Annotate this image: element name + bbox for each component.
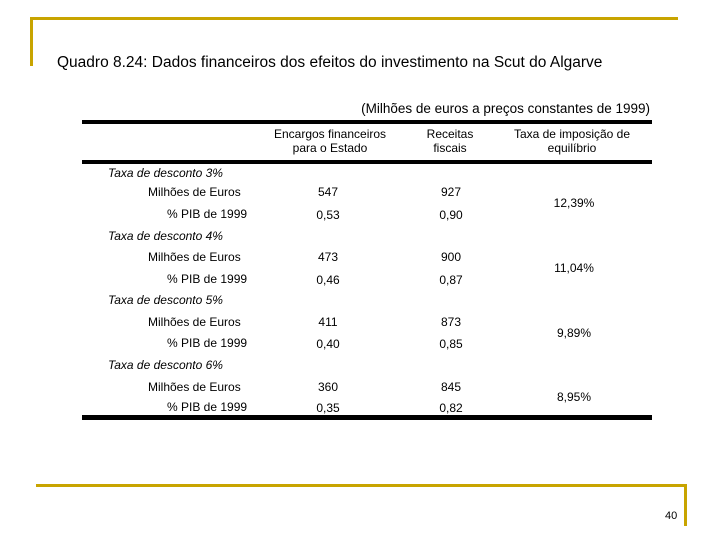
receitas-value: 873 xyxy=(440,315,462,329)
encargos-value: 0,53 xyxy=(316,208,340,222)
encargos-value: 411 xyxy=(318,315,338,329)
header-encargos-line2: para o Estado xyxy=(292,141,368,155)
table-bottom-rule xyxy=(82,415,652,420)
receitas-value: 0,90 xyxy=(439,208,463,222)
bottom-accent-line xyxy=(36,484,684,487)
header-taxa-line1: Taxa de imposição de xyxy=(513,127,631,141)
encargos-value: 473 xyxy=(317,250,339,264)
top-accent-line xyxy=(30,17,678,20)
taxa-value: 11,04% xyxy=(554,261,594,275)
right-accent-line xyxy=(684,484,687,526)
group-label: Taxa de desconto 6% xyxy=(108,358,223,372)
row-label: % PIB de 1999 xyxy=(167,336,248,350)
row-label: % PIB de 1999 xyxy=(167,272,248,286)
encargos-value: 0,46 xyxy=(316,273,340,287)
row-label: Milhões de Euros xyxy=(148,315,241,329)
header-receitas: Receitas fiscais xyxy=(405,127,495,155)
row-label: % PIB de 1999 xyxy=(167,400,248,414)
header-encargos: Encargos financeiros para o Estado xyxy=(256,127,404,155)
group-label: Taxa de desconto 5% xyxy=(108,293,223,307)
receitas-value: 0,82 xyxy=(439,401,463,415)
row-label: Milhões de Euros xyxy=(148,185,241,199)
receitas-value: 845 xyxy=(440,380,462,394)
header-receitas-line1: Receitas xyxy=(426,127,474,141)
taxa-value: 8,95% xyxy=(556,390,592,404)
receitas-value: 927 xyxy=(440,185,462,199)
encargos-value: 360 xyxy=(317,380,339,394)
header-taxa: Taxa de imposição de equilíbrio xyxy=(502,127,642,155)
encargos-value: 0,35 xyxy=(316,401,340,415)
group-label: Taxa de desconto 4% xyxy=(108,229,223,243)
receitas-value: 0,87 xyxy=(439,273,463,287)
encargos-value: 547 xyxy=(317,185,339,199)
header-receitas-line2: fiscais xyxy=(433,141,467,155)
slide-title: Quadro 8.24: Dados financeiros dos efeit… xyxy=(57,54,603,71)
receitas-value: 0,85 xyxy=(439,337,463,351)
encargos-value: 0,40 xyxy=(316,337,340,351)
receitas-value: 900 xyxy=(440,250,462,264)
page-number: 40 xyxy=(665,510,678,522)
taxa-value: 9,89% xyxy=(556,326,592,340)
row-label: Milhões de Euros xyxy=(148,380,241,394)
header-encargos-line1: Encargos financeiros xyxy=(273,127,387,141)
header-taxa-line2: equilíbrio xyxy=(547,141,597,155)
table-top-rule xyxy=(82,120,652,124)
group-label: Taxa de desconto 3% xyxy=(108,166,223,180)
left-accent-line xyxy=(30,17,33,66)
row-label: Milhões de Euros xyxy=(148,250,241,264)
taxa-value: 12,39% xyxy=(553,196,595,210)
row-label: % PIB de 1999 xyxy=(167,207,248,221)
units-note: (Milhões de euros a preços constantes de… xyxy=(361,101,650,116)
header-bottom-rule xyxy=(82,160,652,164)
